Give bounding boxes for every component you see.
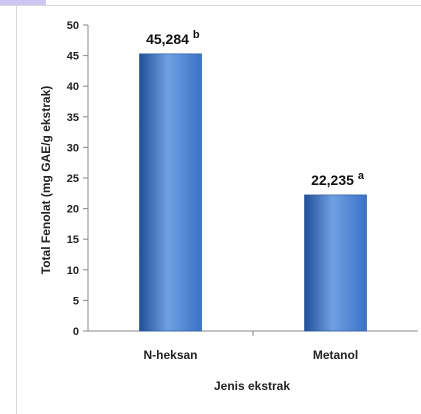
top-strip <box>0 0 46 6</box>
y-tick-label: 20 <box>67 204 79 216</box>
significance-letter: a <box>358 170 365 182</box>
y-tick-label: 0 <box>73 326 79 338</box>
y-axis-title: Total Fenolat (mg GAE/g ekstrak) <box>39 86 53 274</box>
y-tick-label: 30 <box>67 142 79 154</box>
y-tick-label: 40 <box>67 81 79 93</box>
top-rule <box>0 5 421 6</box>
labels: 0 5 10 15 20 25 30 35 40 45 50 N-heksan 45,284 b Metan… <box>67 20 365 362</box>
bars <box>139 53 367 332</box>
y-tick-label: 15 <box>67 234 79 246</box>
significance-letter: b <box>193 29 200 41</box>
bar-n-heksan <box>139 53 202 332</box>
y-tick-label: 35 <box>67 112 79 124</box>
bar-metanol <box>304 194 367 332</box>
bar-value-label: 22,235 <box>311 172 354 188</box>
y-tick-label: 25 <box>67 173 79 185</box>
y-tick-label: 5 <box>73 295 79 307</box>
y-tick-label: 10 <box>67 265 79 277</box>
x-axis-title: Jenis ekstrak <box>214 379 290 393</box>
axes <box>83 24 418 336</box>
x-category-label: N-heksan <box>143 348 197 362</box>
left-rule <box>16 6 17 414</box>
y-tick-label: 50 <box>67 20 79 32</box>
bar-value-label: 45,284 <box>146 31 189 47</box>
x-category-label: Metanol <box>313 348 358 362</box>
y-tick-label: 45 <box>67 51 79 63</box>
